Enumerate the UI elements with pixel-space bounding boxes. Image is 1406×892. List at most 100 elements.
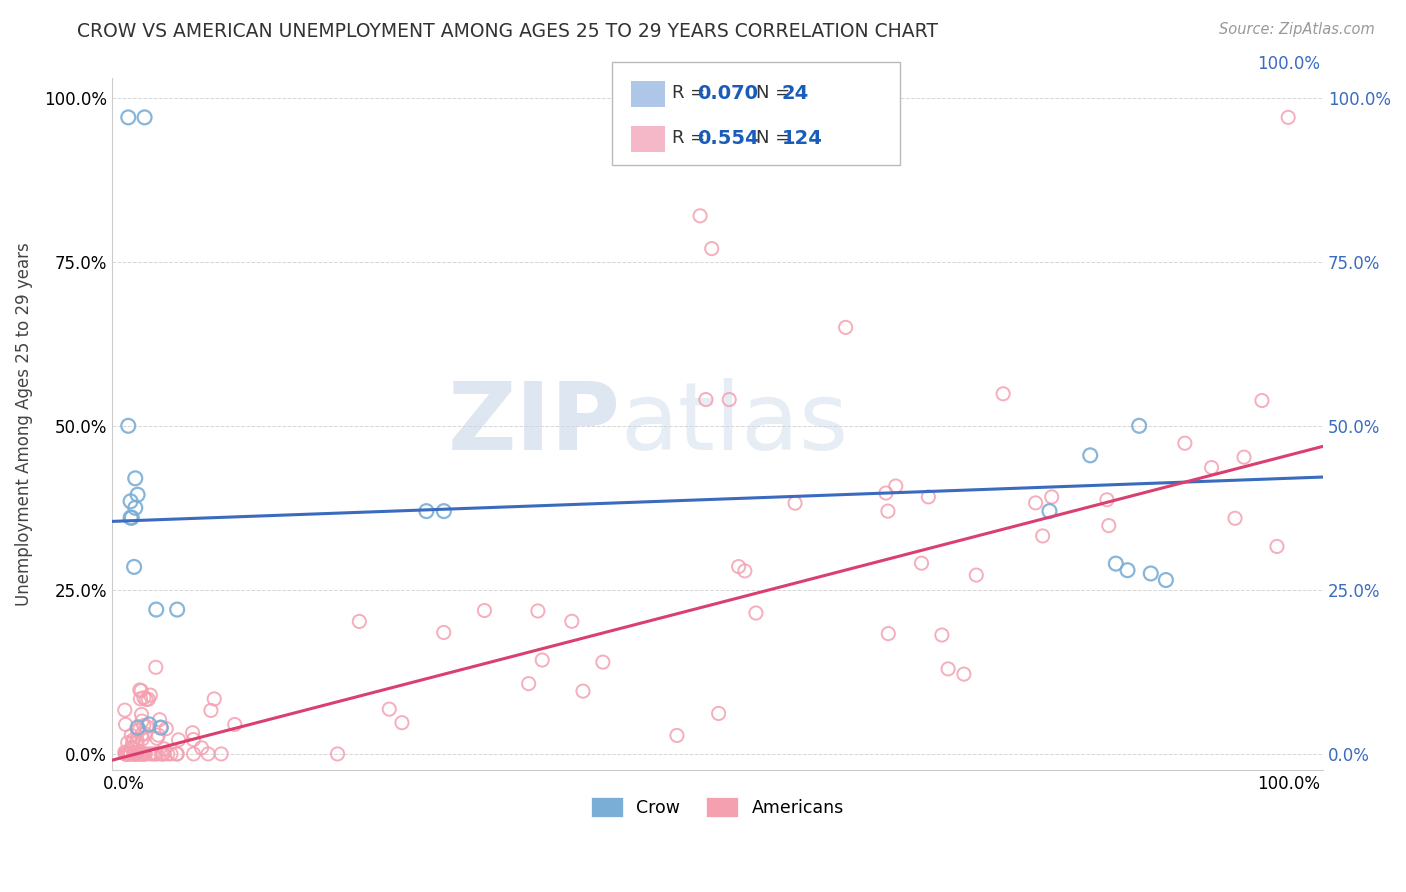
Point <box>572 684 595 698</box>
Point <box>391 715 413 730</box>
Point <box>131 714 153 728</box>
Point <box>1277 111 1299 125</box>
Point <box>1251 393 1274 408</box>
Point <box>132 747 155 761</box>
Point <box>114 747 136 761</box>
Point <box>138 717 160 731</box>
Point <box>117 747 139 761</box>
Point <box>149 720 172 734</box>
Point <box>875 486 897 500</box>
Point <box>124 747 146 761</box>
Point <box>527 604 550 618</box>
Point <box>727 559 749 574</box>
Text: atlas: atlas <box>620 378 849 470</box>
Point <box>1105 557 1128 571</box>
Text: Source: ZipAtlas.com: Source: ZipAtlas.com <box>1219 22 1375 37</box>
Point <box>1201 460 1223 475</box>
Point <box>155 722 177 736</box>
Point <box>124 471 146 485</box>
Point <box>114 745 136 759</box>
Point <box>378 702 401 716</box>
Point <box>183 747 205 761</box>
Point <box>128 747 150 761</box>
Point <box>183 732 205 747</box>
Point <box>1233 450 1256 464</box>
Point <box>134 727 156 741</box>
Point <box>132 690 155 705</box>
Point <box>132 718 155 732</box>
Point <box>117 747 139 761</box>
Point <box>135 720 157 734</box>
Point <box>139 747 162 761</box>
Point <box>665 728 688 742</box>
Point <box>166 747 188 761</box>
Point <box>1038 504 1060 518</box>
Point <box>121 510 143 524</box>
Text: 24: 24 <box>782 84 808 103</box>
Point <box>695 392 717 407</box>
Point <box>224 717 246 731</box>
Point <box>149 721 172 735</box>
Point <box>202 692 225 706</box>
Point <box>127 721 149 735</box>
Point <box>138 692 160 706</box>
Point <box>152 747 174 761</box>
Point <box>120 494 142 508</box>
Point <box>115 747 138 761</box>
Point <box>124 747 146 761</box>
Point <box>146 731 169 746</box>
Point <box>433 625 456 640</box>
Point <box>474 603 496 617</box>
Point <box>1098 518 1121 533</box>
Point <box>153 741 176 756</box>
Point <box>128 747 150 761</box>
Point <box>127 723 149 737</box>
Point <box>149 713 172 727</box>
Point <box>120 740 142 755</box>
Text: ZIP: ZIP <box>447 378 620 470</box>
Point <box>1032 529 1054 543</box>
Point <box>120 728 142 742</box>
Point <box>1025 496 1047 510</box>
Point <box>326 747 349 761</box>
Point <box>129 691 152 706</box>
Y-axis label: Unemployment Among Ages 25 to 29 years: Unemployment Among Ages 25 to 29 years <box>15 243 32 606</box>
Point <box>124 747 146 761</box>
Point <box>1265 540 1288 554</box>
Point <box>120 747 142 761</box>
Point <box>142 747 165 761</box>
Point <box>145 660 167 674</box>
Point <box>129 683 152 698</box>
Point <box>1116 563 1139 577</box>
Point <box>877 504 900 518</box>
Point <box>145 747 167 761</box>
Point <box>1128 418 1150 433</box>
Point <box>145 602 167 616</box>
Point <box>689 209 711 223</box>
Point <box>150 747 173 761</box>
Point <box>745 606 768 620</box>
Point <box>700 242 723 256</box>
Point <box>734 564 756 578</box>
Text: 0.554: 0.554 <box>697 128 759 148</box>
Point <box>561 615 583 629</box>
Point <box>127 747 149 761</box>
Point <box>132 747 155 761</box>
Point <box>135 692 157 706</box>
Point <box>517 676 540 690</box>
Point <box>148 728 170 742</box>
Point <box>718 392 741 407</box>
Point <box>124 500 146 515</box>
Point <box>592 655 614 669</box>
Point <box>1095 492 1118 507</box>
Point <box>121 736 143 750</box>
Point <box>160 747 183 761</box>
Point <box>991 386 1014 401</box>
Point <box>115 747 138 761</box>
Point <box>124 747 146 761</box>
Point <box>134 111 156 125</box>
Point <box>120 510 142 524</box>
Point <box>190 740 212 755</box>
Point <box>156 747 179 761</box>
Point <box>120 747 142 761</box>
